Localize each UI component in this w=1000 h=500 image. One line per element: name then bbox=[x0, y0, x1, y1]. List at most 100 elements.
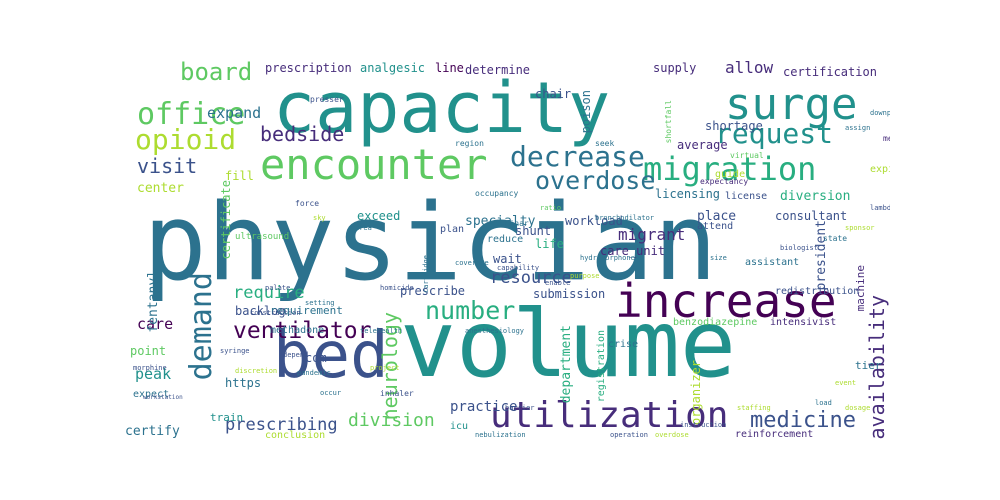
word-shortfall: shortfall bbox=[664, 100, 673, 144]
word-staffing: staffing bbox=[737, 404, 771, 412]
word-sky: sky bbox=[313, 214, 326, 222]
word-prescribe: prescribe bbox=[400, 284, 466, 298]
word-bed: bed bbox=[273, 319, 389, 393]
word-opioid: opioid bbox=[135, 123, 237, 156]
word-plan: plan bbox=[440, 224, 465, 235]
word-license: license bbox=[725, 191, 768, 202]
word-overdose: overdose bbox=[655, 431, 689, 439]
word-force: force bbox=[295, 199, 320, 208]
word-train: train bbox=[210, 411, 244, 424]
word-care: care bbox=[137, 315, 174, 333]
word-intensivist: intensivist bbox=[770, 317, 837, 328]
word-presser: presser bbox=[310, 95, 344, 104]
word-organizer: organizer bbox=[689, 360, 703, 426]
word-line: line bbox=[435, 61, 464, 75]
word-workstation: workstation bbox=[143, 394, 183, 401]
word-prescription: prescription bbox=[265, 61, 352, 75]
word-project: project bbox=[370, 364, 400, 372]
word-overdose: overdose bbox=[535, 166, 656, 195]
word-decrease: decrease bbox=[510, 140, 645, 173]
word-increase: increase bbox=[615, 274, 837, 328]
word-demand: demand bbox=[184, 272, 219, 381]
word-syringe: syringe bbox=[220, 347, 250, 355]
word-biologist: biologist bbox=[780, 244, 818, 252]
word-anesthesiology: anesthesiology bbox=[465, 327, 525, 335]
word-point: point bbox=[130, 344, 167, 358]
word-diversion: diversion bbox=[780, 189, 851, 204]
word-cartridge: cartridge bbox=[422, 255, 430, 293]
word-supply: supply bbox=[653, 61, 697, 75]
word-registration: registration bbox=[596, 330, 607, 403]
word-request: request bbox=[715, 117, 834, 150]
word-benzodiazepine: benzodiazepine bbox=[673, 317, 758, 328]
word-expiratory: expiratory bbox=[870, 164, 890, 175]
word-lambda: lambda bbox=[870, 204, 890, 212]
word-encounter: encounter bbox=[260, 140, 488, 189]
word-crise: crise bbox=[608, 339, 639, 350]
word-pandemic: pandemic bbox=[297, 369, 331, 377]
word-president: president bbox=[814, 220, 829, 291]
word-shortage: shortage bbox=[705, 119, 763, 133]
word-operation: operation bbox=[610, 431, 648, 439]
word-nebulization: nebulization bbox=[475, 431, 526, 439]
word-homicide: homicide bbox=[380, 284, 414, 292]
word-wait: wait bbox=[493, 252, 522, 266]
word-ventilator: ventilator bbox=[233, 318, 372, 344]
word-ratio: ratio bbox=[540, 204, 562, 212]
word-certification: certification bbox=[783, 65, 877, 79]
word-analgesic: analgesic bbox=[360, 61, 426, 75]
word-barrier: barrier bbox=[505, 404, 535, 412]
word-instruction: instruction bbox=[680, 421, 727, 429]
word-methadone: methadone bbox=[270, 325, 325, 336]
word-specialty: specialty bbox=[465, 214, 536, 229]
word-virtual: virtual bbox=[730, 151, 764, 160]
word-ultrasound: ultrasound bbox=[235, 232, 290, 242]
word-purpose: purpose bbox=[570, 272, 600, 280]
word-icu: icu bbox=[450, 421, 469, 432]
word-department: department bbox=[559, 325, 574, 404]
word-construction: construction bbox=[250, 309, 301, 317]
word-shunt: shunt bbox=[515, 224, 552, 238]
word-bronchodilator: bronchodilator bbox=[595, 214, 655, 222]
word-inhaler: inhaler bbox=[380, 389, 414, 398]
word-allow: allow bbox=[725, 60, 774, 77]
word-submission: submission bbox=[533, 287, 606, 301]
word-chair: chair bbox=[535, 87, 572, 101]
word-dosage: dosage bbox=[845, 404, 871, 412]
word-assistant: assistant bbox=[745, 257, 800, 268]
word-requirement: requirement bbox=[270, 304, 343, 317]
word-care-unit: care_unit bbox=[600, 244, 666, 258]
word-exceed: exceed bbox=[357, 209, 401, 223]
word-prescribing: prescribing bbox=[225, 415, 338, 435]
word-surge: surge bbox=[725, 79, 858, 130]
word-telehealth: telehealth bbox=[360, 327, 403, 335]
word-attend: attend bbox=[697, 221, 734, 232]
word-practice: practice bbox=[450, 399, 518, 415]
word-sponsor: sponsor bbox=[845, 224, 875, 232]
word-fill: fill bbox=[225, 169, 254, 183]
word-enable: enable bbox=[545, 279, 571, 287]
word-certificate: certificate bbox=[219, 180, 233, 260]
word-load: load bbox=[815, 399, 832, 407]
word-migrant: migrant bbox=[618, 225, 686, 244]
word-certify: certify bbox=[125, 424, 180, 439]
word-tier: tier bbox=[855, 359, 882, 372]
word-guide: guide bbox=[715, 169, 746, 180]
word-occur: occur bbox=[320, 389, 342, 397]
word-capacity: capacity bbox=[273, 67, 611, 149]
word-expand: expand bbox=[207, 104, 262, 122]
word-depend: depend bbox=[283, 351, 309, 359]
word-meet: meet bbox=[883, 134, 890, 143]
word-backlog: backlog bbox=[235, 304, 286, 318]
word-region: region bbox=[455, 139, 484, 148]
word-expect: expect bbox=[133, 389, 170, 400]
word-determine: determine bbox=[465, 63, 531, 77]
word-resource: resource bbox=[490, 268, 572, 288]
word-event: event bbox=[835, 379, 857, 387]
word-occupancy: occupancy bbox=[475, 189, 519, 198]
word-cloud: physician volume capacity bed increase encoun… bbox=[125, 60, 890, 445]
word-medicine: medicine bbox=[750, 408, 856, 433]
word-coverage: coverage bbox=[455, 259, 489, 267]
word-average: average bbox=[677, 138, 728, 152]
word-life: life bbox=[535, 237, 564, 251]
